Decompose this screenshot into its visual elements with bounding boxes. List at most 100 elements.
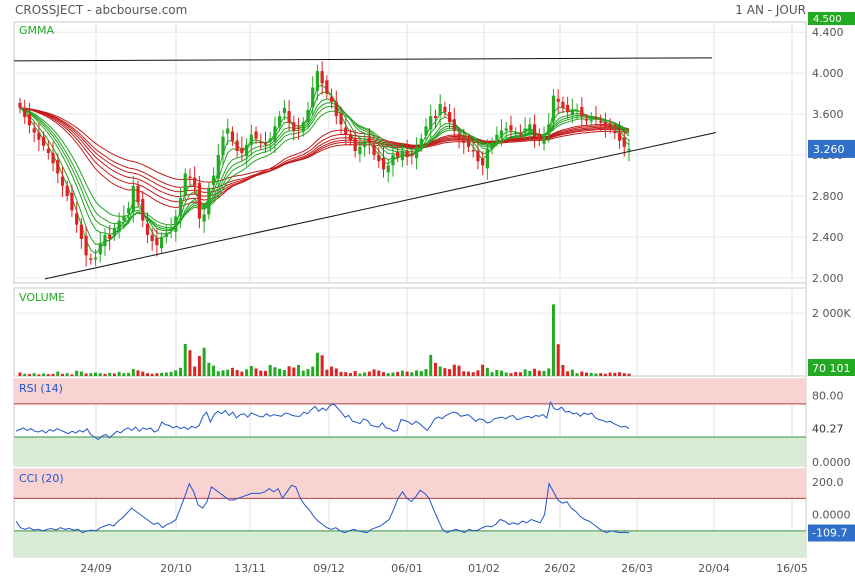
volume-bar	[197, 355, 201, 376]
price-candle	[136, 185, 140, 203]
volume-bar	[216, 371, 220, 376]
price-candle	[542, 134, 546, 144]
volume-bar	[141, 371, 145, 376]
price-candle	[292, 122, 296, 131]
volume-bar	[268, 365, 272, 376]
price-candle	[126, 208, 131, 214]
volume-bar	[46, 374, 50, 376]
price-candle	[325, 80, 329, 94]
volume-bar	[599, 373, 603, 376]
price-candle	[537, 133, 541, 141]
volume-bar	[613, 372, 617, 376]
oversold-zone	[14, 437, 806, 466]
volume-bar	[410, 372, 414, 376]
volume-bar	[297, 365, 301, 376]
volume-bar	[367, 371, 371, 376]
price-candle	[334, 101, 338, 117]
volume-bar	[221, 370, 225, 376]
price-candle	[160, 236, 164, 249]
volume-bar	[443, 368, 447, 376]
price-candle	[117, 220, 121, 232]
x-tick-label: 20/10	[160, 562, 192, 575]
volume-bar	[415, 370, 419, 376]
volume-bar	[282, 370, 286, 376]
volume-bar	[500, 370, 504, 376]
volume-bar	[150, 373, 154, 376]
y-tick-label: 0.0000	[812, 509, 851, 522]
top-price-badge	[808, 12, 855, 25]
volume-bar	[240, 371, 244, 376]
price-candle	[98, 243, 102, 255]
volume-bar	[372, 369, 376, 376]
price-candle	[381, 158, 386, 170]
x-tick-label: 09/12	[313, 562, 345, 575]
price-candle	[547, 124, 551, 135]
price-candle	[108, 234, 112, 239]
volume-bar	[235, 370, 239, 376]
volume-bar	[400, 370, 404, 376]
volume-bar	[70, 374, 74, 376]
price-candle	[339, 113, 343, 125]
last-price-badge	[808, 139, 855, 158]
price-candle	[207, 187, 211, 215]
volume-bar	[325, 369, 329, 376]
volume-bar	[103, 373, 107, 376]
price-candle	[462, 138, 466, 143]
gmma-long-ema-line	[19, 107, 630, 183]
overbought-zone	[14, 469, 806, 499]
price-candle	[353, 137, 357, 151]
volume-bar	[127, 372, 131, 376]
volume-bar	[98, 373, 102, 376]
volume-bar	[551, 304, 555, 376]
price-candle	[259, 141, 263, 144]
price-candle	[504, 128, 508, 131]
gmma-panel-title: GMMA	[19, 24, 55, 37]
indicator-last-badge	[808, 420, 855, 438]
y-tick-label: 0.0000	[812, 456, 851, 469]
volume-bar	[396, 371, 400, 376]
volume-bar	[23, 373, 27, 376]
volume-bar	[585, 372, 589, 376]
y-tick-label: 2.000	[812, 272, 844, 285]
price-candle	[523, 128, 527, 132]
price-candle	[476, 150, 480, 162]
volume-bar	[188, 350, 192, 376]
chart-header-title: CROSSJECT - abcbourse.com	[15, 3, 187, 17]
price-candle	[296, 127, 301, 129]
volume-bar	[37, 374, 41, 376]
price-candle	[32, 128, 36, 133]
price-candle	[391, 155, 395, 166]
volume-bar	[363, 372, 367, 376]
price-candle	[211, 175, 216, 185]
volume-bar	[160, 372, 164, 376]
indicator-panel-title: RSI (14)	[19, 382, 63, 395]
price-candle	[603, 122, 607, 127]
price-candle	[254, 131, 258, 139]
volume-bar	[627, 373, 631, 376]
volume-bar	[358, 373, 362, 376]
price-candle	[273, 126, 277, 142]
volume-bar	[94, 372, 98, 376]
indicator-line	[15, 400, 630, 441]
price-candle	[131, 185, 135, 212]
volume-bar	[528, 370, 532, 376]
gmma-short-ema-line	[19, 105, 630, 229]
price-candle	[79, 224, 83, 239]
price-candle	[358, 146, 362, 155]
price-candle	[193, 177, 197, 186]
price-candle	[155, 237, 159, 246]
price-candle	[89, 258, 93, 260]
x-tick-label: 24/09	[80, 562, 112, 575]
price-candle	[481, 158, 485, 166]
price-candle	[509, 125, 513, 131]
y-tick-label: 2.800	[812, 190, 844, 203]
chart-period-label: 1 AN - JOUR	[735, 3, 806, 17]
volume-bar	[193, 366, 197, 376]
price-candle	[141, 199, 145, 221]
indicator-line	[15, 482, 630, 534]
gmma-long-ema-line	[19, 107, 630, 198]
price-candle	[235, 140, 239, 151]
indicator-bands-layer	[14, 379, 806, 557]
volume-bar	[108, 372, 112, 376]
price-candle	[400, 150, 404, 161]
